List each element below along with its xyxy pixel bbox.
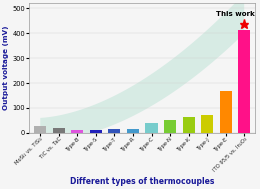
Text: This work: This work	[216, 11, 254, 17]
Bar	[34, 126, 46, 133]
Bar	[238, 30, 250, 133]
X-axis label: Different types of thermocouples: Different types of thermocouples	[70, 177, 214, 186]
Bar	[127, 129, 139, 133]
Bar	[90, 130, 102, 133]
Bar	[164, 120, 176, 133]
Bar	[183, 117, 195, 133]
Polygon shape	[40, 0, 244, 133]
Bar	[71, 130, 83, 133]
Y-axis label: Output voltage (mV): Output voltage (mV)	[3, 26, 9, 110]
Bar	[146, 123, 158, 133]
Bar	[108, 129, 120, 133]
Bar	[201, 115, 213, 133]
Bar	[53, 128, 65, 133]
Bar	[220, 91, 232, 133]
